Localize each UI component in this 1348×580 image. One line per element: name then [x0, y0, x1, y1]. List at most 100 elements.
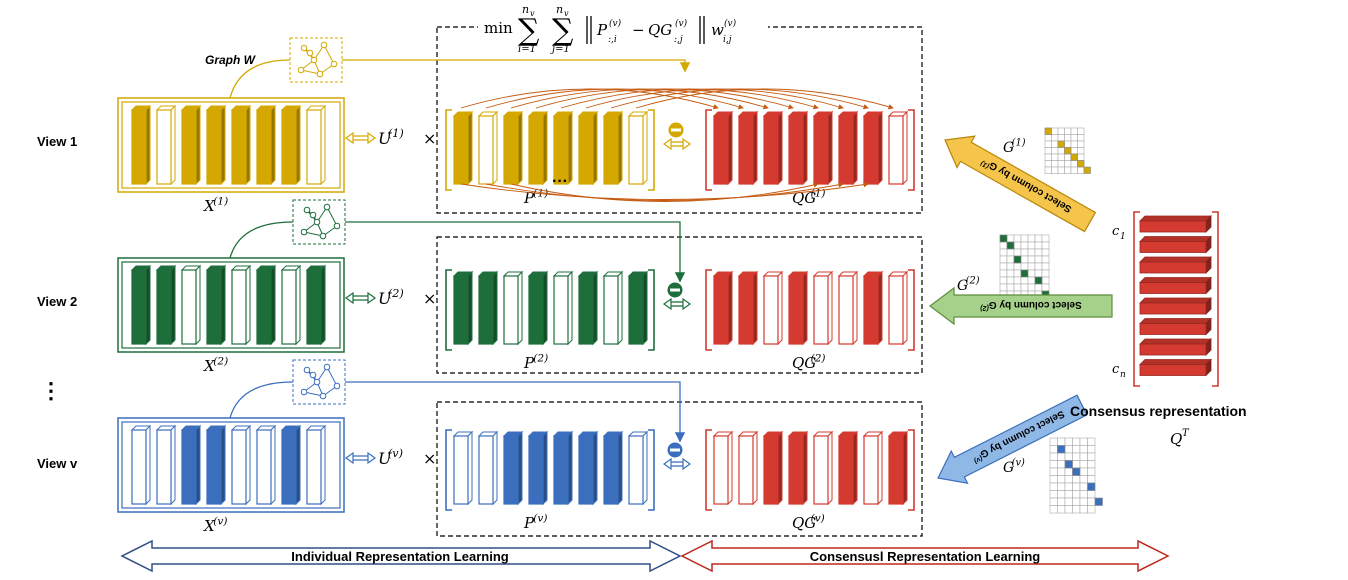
graph-arrow-0: [342, 59, 691, 73]
obj-sum1-sup-sub: v: [530, 9, 535, 18]
consensus-learning-label: Consensusl Representation Learning: [810, 549, 1040, 564]
p1-dots: ···: [552, 173, 568, 190]
qg2-column: [812, 430, 834, 506]
x2-column: [305, 424, 327, 506]
match-arc-bottom: [510, 182, 819, 202]
obj-w-sub: i,j: [723, 35, 732, 45]
x0-column: [180, 104, 202, 186]
p0-column: [602, 110, 624, 186]
obj-sum2-sup-sub: v: [564, 9, 569, 18]
match-arc-top: [460, 88, 719, 110]
minus-1: [666, 281, 684, 299]
qg2-column: [712, 430, 734, 506]
p-qg-arrow-2: [662, 457, 692, 471]
p-qg-arrow-1: [662, 297, 692, 311]
qg2-label-sup: (v): [811, 512, 825, 524]
x1-column: [255, 264, 277, 346]
p0-bracket-right: [648, 109, 655, 191]
x2-column: [255, 424, 277, 506]
match-arc-bottom: [485, 182, 844, 201]
u2-label: U: [378, 449, 392, 468]
p2-label-sup: (v): [533, 512, 547, 524]
qg2-column: [862, 430, 884, 506]
x0-column: [255, 104, 277, 186]
match-arc-top: [635, 88, 894, 110]
x2-column: [155, 424, 177, 506]
p2-column: [602, 430, 624, 506]
consensus-c1: c: [1112, 224, 1120, 239]
match-arc-top: [485, 88, 744, 110]
viewv-label: View v: [37, 456, 78, 471]
qg1-column: [712, 270, 734, 346]
x1-column: [130, 264, 152, 346]
x0-column: [230, 104, 252, 186]
p0-column: [477, 110, 499, 186]
q-row: [1139, 297, 1212, 315]
u-arrow-0: [344, 131, 377, 145]
p1-column: [627, 270, 649, 346]
graph-icon-2: [292, 359, 346, 405]
u2-label-sup: (v): [388, 447, 403, 460]
qg1-bracket-left: [705, 269, 712, 351]
u0-label: U: [378, 129, 392, 148]
view2-label: View 2: [37, 294, 77, 309]
x1-column: [155, 264, 177, 346]
qg2-bracket-right: [908, 429, 915, 511]
p0-bracket-left: [445, 109, 452, 191]
qg1-column: [737, 270, 759, 346]
match-arc-top: [510, 88, 769, 110]
qg0-column: [762, 110, 784, 186]
qg0-column: [862, 110, 884, 186]
u-arrow-2: [344, 451, 377, 465]
q-bracket-right: [1212, 211, 1219, 387]
q-row: [1139, 276, 1212, 295]
obj-w-sup: (v): [724, 18, 737, 29]
qg0-column: [737, 110, 759, 186]
p2-column: [627, 430, 649, 506]
p0-label: P: [523, 189, 535, 207]
p0-column: [527, 110, 549, 186]
p1-label-sup: (2): [533, 352, 548, 364]
qg1-label: QG: [792, 354, 816, 372]
p2-bracket-right: [648, 429, 655, 511]
p2-column: [527, 430, 549, 506]
qg1-column: [837, 270, 859, 346]
p2-column: [452, 430, 474, 506]
graph-w-label: Graph W: [205, 53, 257, 67]
p2-bracket-left: [445, 429, 452, 511]
g0-label-sup: (1): [1012, 138, 1026, 149]
individual-learning-arrow: [120, 539, 682, 573]
qg0-label: QG: [792, 189, 816, 207]
x2-column: [130, 424, 152, 506]
qg0-column: [812, 110, 834, 186]
qg2-column: [762, 430, 784, 506]
qg0-column: [787, 110, 809, 186]
p2-column: [502, 430, 524, 506]
objective-formula: min ∑ n v i=1 ∑ n v j=1 P :,i (v) − QG :…: [484, 3, 737, 55]
individual-learning-label: Individual Representation Learning: [291, 549, 508, 564]
p1-bracket-right: [648, 269, 655, 351]
x0-column: [305, 104, 327, 186]
p2-label: P: [523, 514, 535, 532]
consensus-title: Consensus representation: [1070, 403, 1247, 419]
obj-p-sub: :,i: [608, 35, 617, 45]
obj-sum2-sup: n: [556, 3, 563, 16]
select-arrow-2-text: Select column by G(2): [980, 299, 1082, 311]
match-arc-top: [585, 88, 844, 110]
p2-column: [477, 430, 499, 506]
gv-matrix: [1049, 437, 1103, 514]
p0-column: [552, 110, 574, 186]
obj-min: min: [484, 19, 513, 37]
p2-column: [552, 430, 574, 506]
x-panel-1: [117, 257, 345, 353]
qg0-column: [712, 110, 734, 186]
g1-label: G: [957, 278, 968, 294]
consensus-cn: c: [1112, 362, 1120, 377]
qg1-column: [862, 270, 884, 346]
consensus-c1-sub: 1: [1120, 232, 1126, 242]
x1-column: [180, 264, 202, 346]
q-row: [1139, 358, 1212, 377]
q-row: [1139, 317, 1212, 336]
obj-sum2-sub: j=1: [550, 44, 570, 55]
